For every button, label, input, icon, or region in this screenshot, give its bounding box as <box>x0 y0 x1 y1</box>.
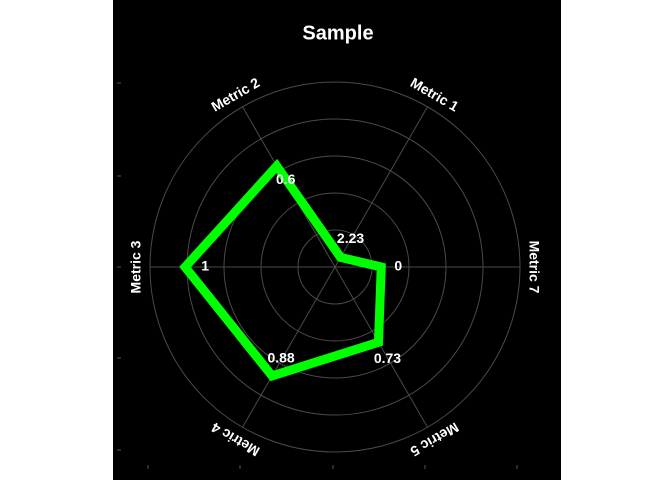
spoke <box>334 266 428 428</box>
chart-title: Sample <box>302 22 373 44</box>
plot-panel <box>113 0 561 480</box>
spoke <box>334 106 428 268</box>
value-label: 0.6 <box>276 171 296 187</box>
frame-ticks <box>117 82 518 469</box>
value-label: 2.23 <box>337 230 364 246</box>
axis-label: Metric 7 <box>526 241 542 294</box>
value-label: 0.88 <box>267 350 294 366</box>
value-label: 1 <box>201 258 209 274</box>
value-label: 0 <box>394 258 402 274</box>
spoke <box>242 266 336 428</box>
value-label: 0.73 <box>374 350 401 366</box>
axis-label: Metric 3 <box>128 240 144 293</box>
radar-line <box>179 158 386 382</box>
